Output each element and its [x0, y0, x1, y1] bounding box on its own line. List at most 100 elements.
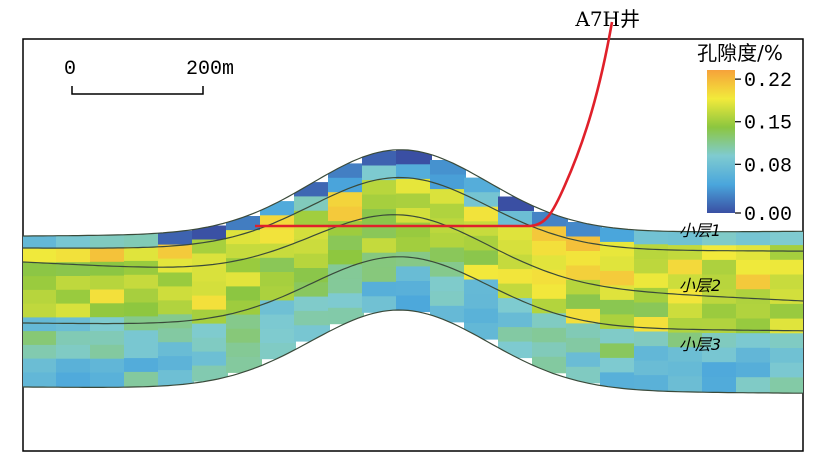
porosity-cell	[634, 229, 670, 247]
porosity-cell	[736, 303, 772, 321]
porosity-cell	[634, 317, 670, 334]
scale-start-label: 0	[64, 58, 76, 81]
porosity-cell	[498, 327, 534, 344]
porosity-cell	[702, 318, 738, 335]
colorbar-title: 孔隙度/%	[697, 41, 783, 65]
porosity-cell	[124, 358, 160, 374]
porosity-cell	[736, 347, 772, 365]
porosity-cell	[23, 276, 58, 292]
porosity-cell	[464, 192, 500, 209]
porosity-cell	[23, 262, 58, 279]
porosity-cell	[23, 372, 58, 389]
porosity-cell	[396, 266, 432, 283]
porosity-cell	[328, 250, 364, 267]
porosity-cell	[328, 192, 364, 209]
porosity-cell	[396, 251, 432, 269]
porosity-cell	[362, 296, 398, 313]
porosity-cell	[56, 234, 92, 251]
porosity-cell	[566, 352, 602, 369]
porosity-cell	[770, 348, 803, 365]
porosity-cell	[23, 303, 58, 320]
porosity-cell	[600, 270, 636, 288]
porosity-cell	[634, 273, 670, 290]
porosity-cell	[668, 347, 704, 364]
porosity-cell	[464, 235, 500, 253]
porosity-cell	[702, 259, 738, 277]
layer-1-boundary	[23, 176, 803, 252]
porosity-cell	[260, 314, 296, 331]
porosity-cell	[600, 241, 636, 259]
porosity-cell	[124, 260, 160, 277]
colorbar-tick-label: 0.08	[744, 155, 792, 178]
porosity-cell	[90, 372, 126, 389]
porosity-cell	[124, 233, 160, 249]
porosity-cell	[566, 308, 602, 326]
porosity-cell	[362, 267, 398, 284]
porosity-cell	[90, 358, 126, 375]
porosity-cell	[124, 330, 160, 347]
porosity-cell	[124, 288, 160, 305]
porosity-cell	[192, 281, 228, 298]
layer-3-label: 小层3	[679, 335, 721, 354]
porosity-cell	[124, 344, 160, 361]
porosity-cell	[668, 318, 704, 335]
porosity-cell	[124, 274, 160, 291]
layer-2-boundary	[22, 214, 804, 302]
porosity-cell	[260, 215, 296, 232]
porosity-cell	[226, 244, 262, 261]
well-label: A7H井	[574, 7, 640, 31]
porosity-cell	[23, 358, 58, 375]
porosity-cell	[192, 295, 228, 312]
porosity-cell	[736, 245, 772, 262]
porosity-cell	[294, 239, 330, 256]
porosity-cell	[770, 245, 803, 262]
porosity-cell	[600, 328, 636, 346]
porosity-cell	[770, 230, 803, 248]
porosity-cell	[56, 331, 92, 347]
porosity-cell	[90, 303, 126, 320]
porosity-cell	[260, 257, 296, 274]
porosity-cell	[56, 317, 92, 334]
porosity-cell	[566, 366, 602, 384]
porosity-cell	[702, 303, 738, 321]
porosity-cell	[498, 269, 534, 286]
colorbar-tick-label: 0.22	[744, 70, 792, 93]
colorbar-ramp	[707, 70, 735, 213]
porosity-cell	[56, 262, 92, 278]
porosity-cell	[566, 265, 602, 282]
porosity-cell	[124, 316, 160, 333]
porosity-cell	[498, 240, 534, 257]
scale-bar: 0 200m	[64, 58, 234, 95]
porosity-cell	[294, 225, 330, 242]
porosity-cell	[464, 279, 500, 296]
porosity-cell	[90, 248, 126, 264]
layer-2-label: 小层2	[679, 276, 721, 295]
colorbar-tick-label: 0.00	[744, 204, 792, 227]
porosity-cell	[158, 230, 194, 247]
porosity-cell	[736, 259, 772, 277]
porosity-cell	[226, 230, 262, 247]
porosity-cell	[668, 230, 704, 248]
porosity-cell	[668, 303, 704, 320]
porosity-cell	[396, 193, 432, 211]
porosity-cell	[90, 275, 126, 292]
porosity-cell	[90, 344, 126, 361]
porosity-cell	[634, 258, 670, 276]
porosity-cell	[294, 210, 330, 227]
porosity-cell	[532, 313, 568, 330]
porosity-cell	[56, 358, 92, 375]
porosity-cell	[634, 244, 670, 261]
porosity-cell	[600, 285, 636, 302]
porosity-cell	[566, 251, 602, 268]
porosity-cell	[90, 289, 126, 306]
reservoir-top-boundary	[23, 149, 803, 237]
porosity-cell	[396, 149, 432, 167]
porosity-cell	[634, 287, 670, 305]
porosity-cell	[702, 376, 738, 394]
porosity-cell	[56, 344, 92, 361]
porosity-cell	[23, 317, 58, 334]
porosity-cell	[532, 342, 568, 359]
porosity-cell	[702, 333, 738, 350]
porosity-cell	[362, 180, 398, 197]
porosity-cell	[464, 206, 500, 224]
